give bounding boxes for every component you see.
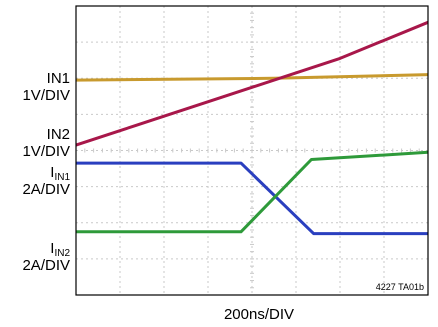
label-in2-name: IN2 xyxy=(46,126,70,143)
label-iin2-scale: 2A/DIV xyxy=(22,257,70,274)
label-iin1-name: IIN1 xyxy=(50,164,70,183)
plot-frame xyxy=(75,5,429,296)
traces xyxy=(75,20,429,236)
trace-i-in2 xyxy=(76,150,429,234)
label-iin1-scale: 2A/DIV xyxy=(22,181,70,198)
label-in1-name: IN1 xyxy=(46,70,70,87)
label-iin2-name: IIN2 xyxy=(50,240,70,259)
grid xyxy=(75,5,429,296)
label-in1-scale: 1V/DIV xyxy=(22,87,70,104)
x-axis-label: 200ns/DIV xyxy=(223,306,295,323)
trace-in2 xyxy=(75,20,429,147)
trace-in1 xyxy=(75,73,429,82)
label-iin2: IIN2 2A/DIV xyxy=(4,240,70,274)
trace-i-in1 xyxy=(76,161,428,236)
label-iin1: IIN1 2A/DIV xyxy=(4,164,70,198)
figure-caption: 4227 TA01b xyxy=(376,282,424,292)
label-in2: IN2 1V/DIV xyxy=(4,126,70,160)
label-in1: IN1 1V/DIV xyxy=(4,70,70,104)
label-in2-scale: 1V/DIV xyxy=(22,143,70,160)
